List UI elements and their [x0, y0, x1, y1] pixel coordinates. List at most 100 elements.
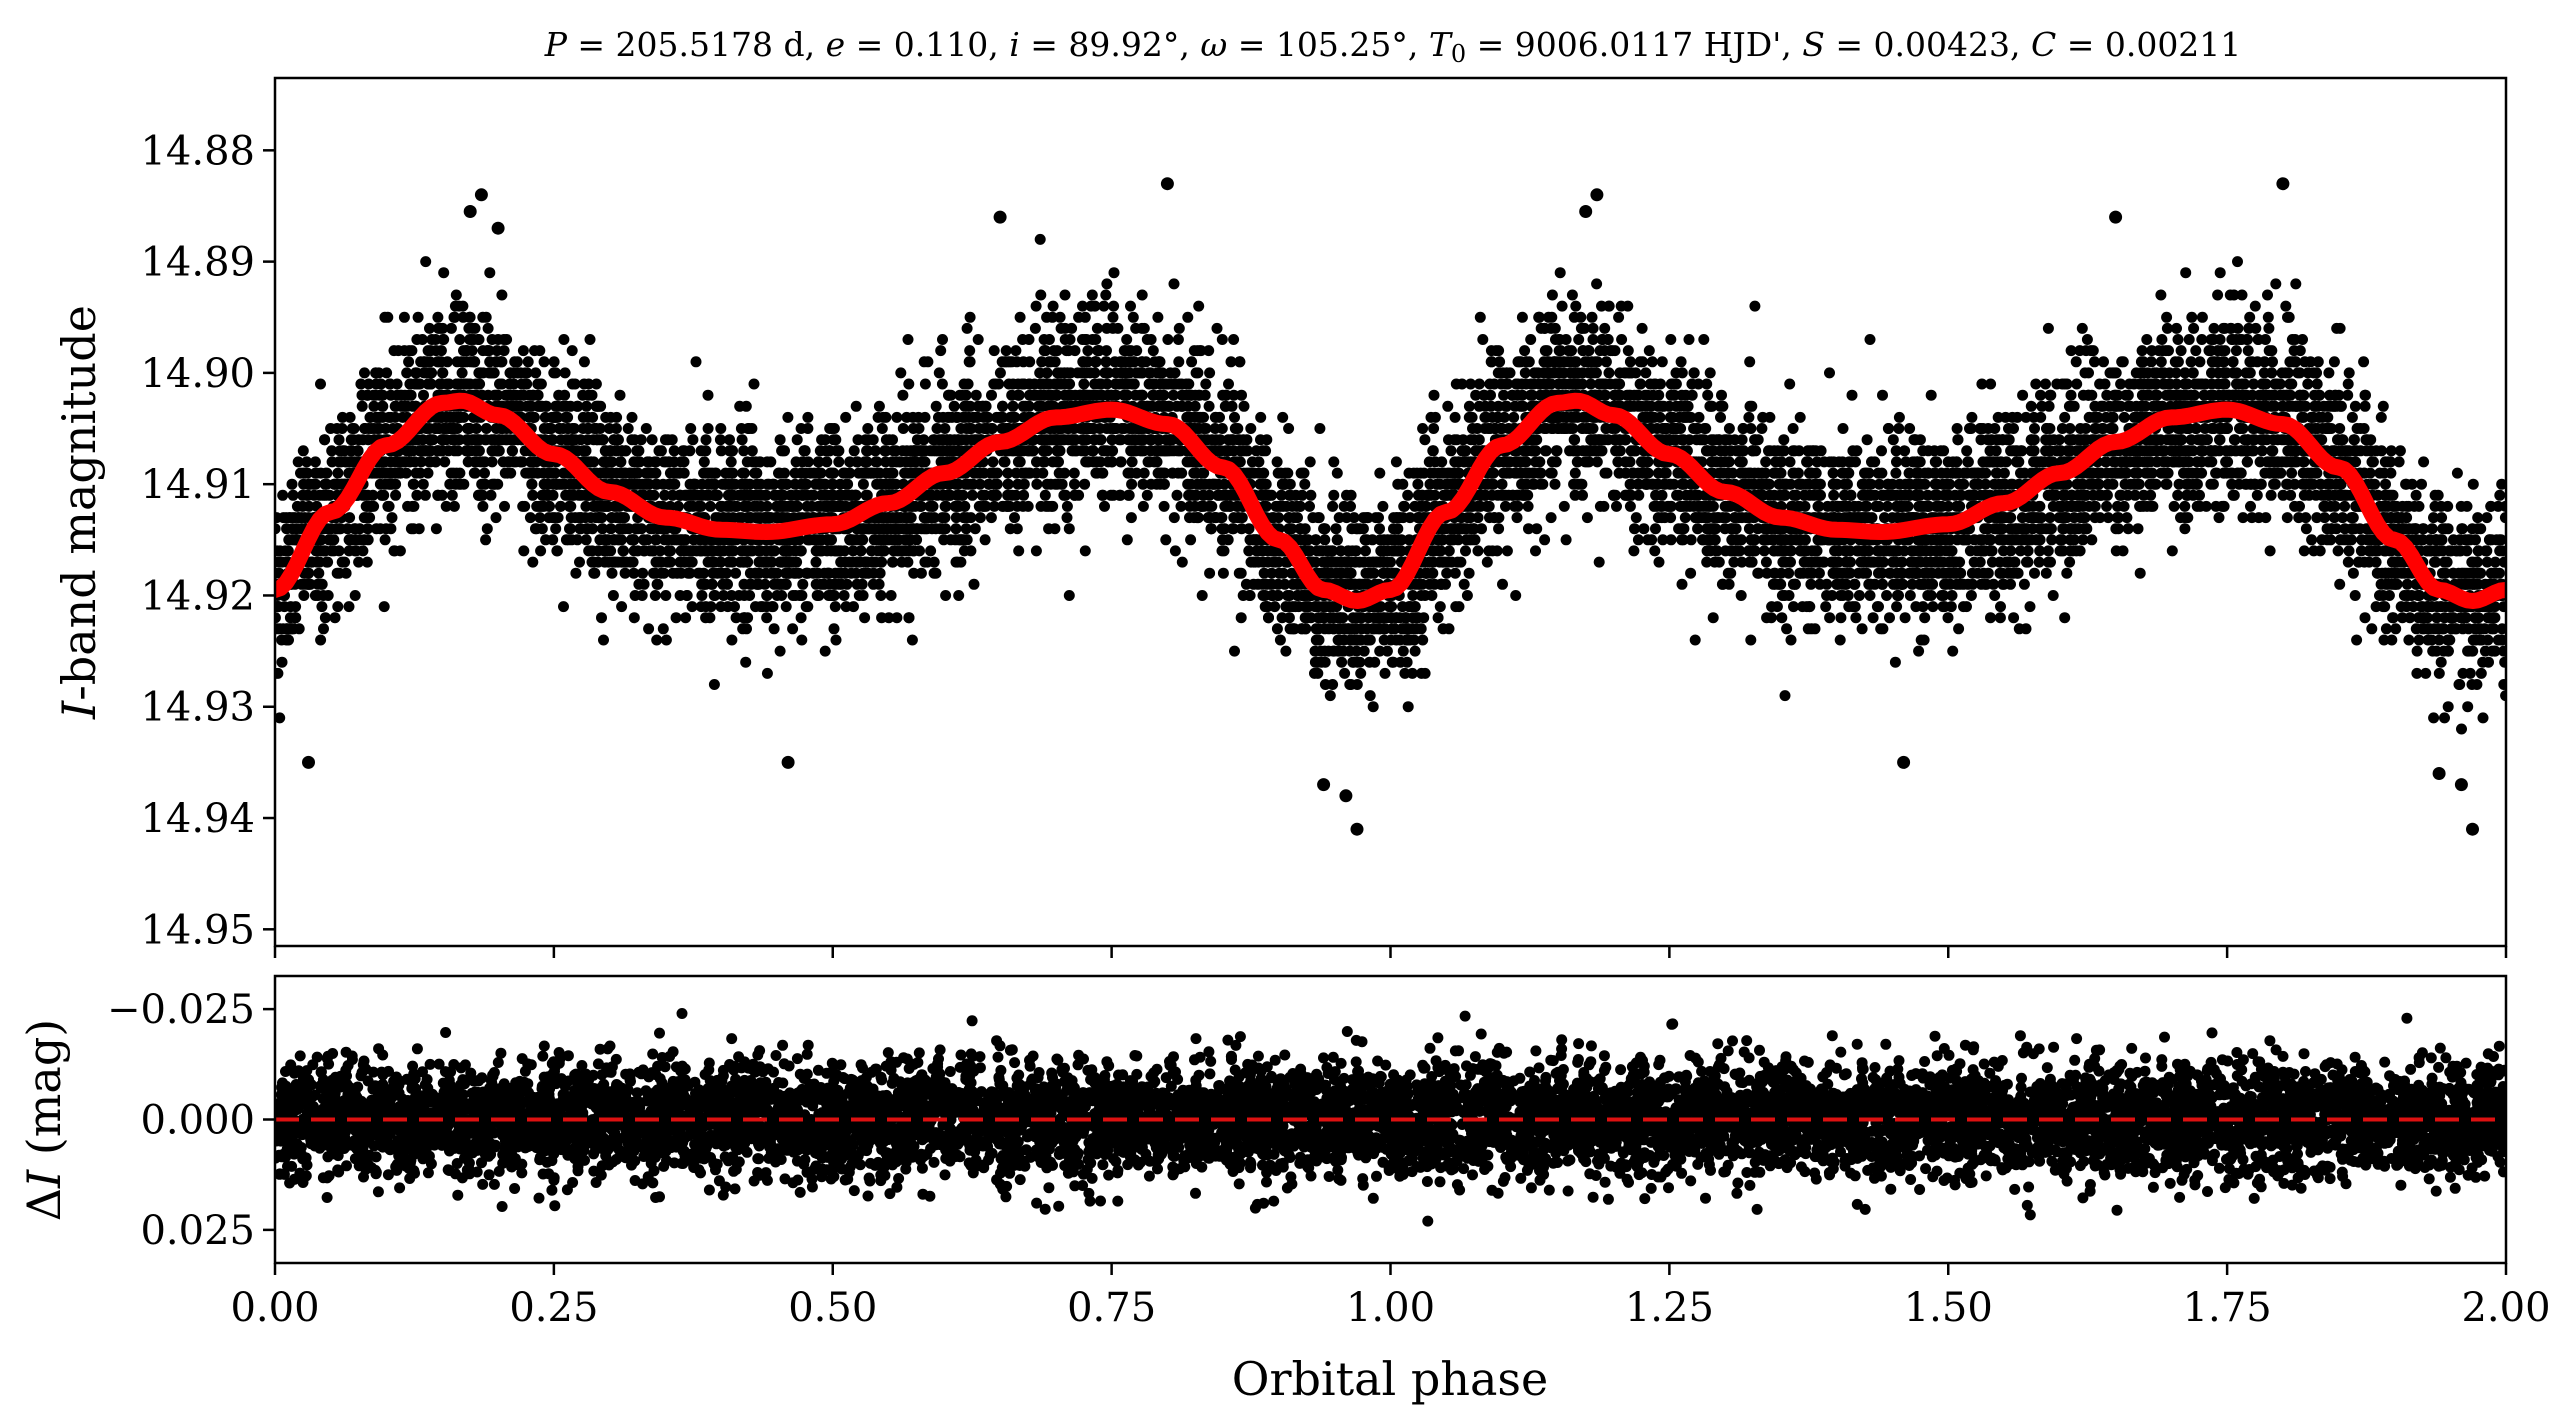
light-curve-point [1794, 411, 1806, 423]
light-curve-point [2196, 334, 2208, 345]
light-curve-point [2186, 311, 2198, 323]
light-curve-point [2442, 701, 2454, 713]
light-curve-point [403, 356, 415, 368]
light-curve-point [2479, 645, 2491, 657]
light-curve-point [1646, 356, 1658, 368]
light-curve-point [1107, 311, 1119, 323]
light-curve-point [876, 423, 888, 434]
light-curve-point [1450, 378, 1462, 390]
light-curve-point [1601, 467, 1613, 479]
light-curve-point [1082, 345, 1094, 357]
light-curve-point [1992, 411, 2004, 423]
light-curve-point [1642, 534, 1654, 546]
light-curve-point [1345, 679, 1357, 690]
light-curve-point [2456, 523, 2468, 535]
light-curve-point [2475, 667, 2487, 679]
light-curve-point [2332, 545, 2344, 557]
light-curve-point [1470, 389, 1482, 401]
light-curve-plot-area [275, 78, 2506, 946]
light-curve-point [2185, 356, 2197, 368]
light-curve-point [2337, 512, 2349, 524]
light-curve-point [819, 645, 831, 657]
light-curve-point [1282, 590, 1293, 601]
light-curve-point [1550, 445, 1562, 457]
light-curve-point [1701, 378, 1713, 390]
light-curve-point [1441, 567, 1453, 579]
light-curve-point [919, 411, 931, 423]
light-curve-point [1222, 534, 1234, 546]
light-curve-point [578, 356, 590, 368]
light-curve-point [1966, 567, 1978, 579]
light-curve-point [1494, 356, 1506, 368]
light-curve-point [1820, 601, 1832, 613]
light-curve-point [416, 334, 428, 345]
light-curve-point [1701, 545, 1713, 557]
light-curve-point [2243, 322, 2255, 334]
light-curve-point [1402, 489, 1414, 501]
light-curve-point [1146, 400, 1158, 412]
light-curve-point [1079, 545, 1091, 557]
light-curve-point [862, 423, 874, 434]
light-curve-point [1018, 489, 1030, 501]
light-curve-point [550, 523, 562, 535]
light-curve-point [381, 367, 393, 379]
light-curve-point [1274, 634, 1286, 646]
light-curve-point [672, 500, 684, 512]
light-curve-point [1889, 656, 1901, 668]
light-curve-point [2359, 389, 2371, 401]
light-curve-point [659, 489, 671, 501]
light-curve-point [1752, 434, 1764, 446]
light-curve-point [566, 345, 578, 357]
light-curve-point [724, 434, 735, 446]
light-curve-point [418, 389, 429, 401]
light-curve-point [1059, 334, 1071, 345]
light-curve-point [2179, 500, 2191, 512]
light-curve-point [1079, 478, 1091, 490]
light-curve-point [1913, 645, 1925, 657]
light-curve-point [2041, 423, 2053, 434]
light-curve-point [2339, 500, 2351, 512]
light-curve-point [939, 512, 951, 524]
light-curve-point [1692, 523, 1704, 535]
light-curve-point [2053, 434, 2065, 446]
light-curve-point [704, 500, 716, 512]
light-curve-point [1871, 601, 1883, 613]
light-curve-point [838, 590, 850, 601]
light-curve-point [1812, 500, 1824, 512]
light-curve-point [2342, 378, 2354, 390]
light-curve-point [1876, 445, 1887, 457]
light-curve-point [2251, 489, 2263, 501]
light-curve-point [2251, 356, 2263, 368]
light-curve-point [1200, 378, 1212, 390]
light-curve-point [1324, 690, 1336, 702]
light-curve-point [1167, 389, 1179, 401]
light-curve-point [1689, 634, 1701, 646]
light-curve-point [2472, 512, 2484, 524]
light-curve-point [815, 489, 827, 501]
light-curve-point [1250, 445, 1262, 457]
light-curve-point [1225, 356, 1237, 368]
light-curve-point [1560, 334, 1572, 345]
light-curve-point [2017, 389, 2029, 401]
light-curve-point [873, 400, 885, 412]
light-curve-point [1049, 356, 1061, 368]
light-curve-point [715, 423, 727, 434]
light-curve-point [1985, 612, 1996, 624]
light-curve-point [1867, 612, 1879, 624]
light-curve-point [611, 411, 623, 423]
light-curve-point [1568, 311, 1580, 323]
light-curve-point [2375, 411, 2387, 423]
light-curve-point [726, 634, 738, 646]
light-curve-point [2494, 489, 2506, 501]
light-curve-point [1496, 478, 1508, 490]
light-curve-point [960, 523, 972, 535]
light-curve-point [1038, 334, 1050, 345]
light-curve-point [1472, 512, 1484, 524]
light-curve-point [1100, 289, 1112, 301]
light-curve-point [1519, 345, 1531, 357]
light-curve-point [2298, 545, 2310, 557]
light-curve-point [1599, 322, 1611, 334]
light-curve-point [678, 445, 690, 457]
light-curve-point [1152, 311, 1164, 323]
light-curve-point [908, 567, 920, 579]
